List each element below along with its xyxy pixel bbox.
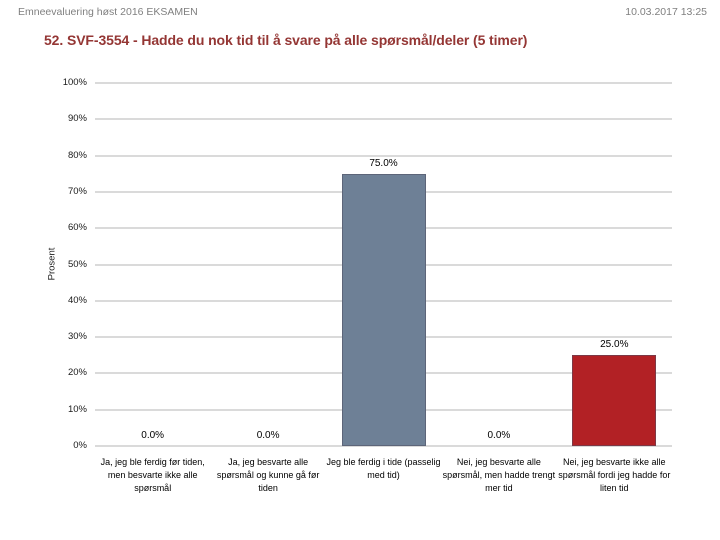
y-tick-label: 60% [67, 222, 87, 234]
bar-value-label: 0.0% [256, 430, 280, 441]
gridline [95, 82, 672, 84]
report-name: Emneevaluering høst 2016 EKSAMEN [18, 6, 198, 18]
gridline [95, 118, 672, 121]
report-datetime: 10.03.2017 13:25 [625, 6, 707, 18]
y-tick-label: 10% [67, 403, 87, 415]
bar-value-label: 25.0% [600, 339, 629, 351]
category-label: Nei, jeg besvarte alle spørsmål, men had… [442, 457, 556, 493]
plot-area: 0% 10% 20% 30% 40% 50% 60% 70% 80% 90% 100% 0.0% Ja,… [63, 77, 672, 493]
y-tick-label: 0% [73, 440, 87, 451]
y-tick-label: 50% [67, 258, 87, 270]
category-label: Ja, jeg ble ferdig før tiden, men besvar… [100, 457, 205, 493]
gridline [95, 154, 672, 157]
category-label: Nei, jeg besvarte ikke alle spørsmål for… [558, 457, 671, 493]
bar-value-label: 0.0% [141, 430, 165, 441]
y-tick-label: 80% [67, 149, 87, 161]
y-tick-label: 100% [62, 77, 87, 88]
gridline [95, 445, 672, 447]
y-tick-label: 20% [67, 367, 87, 379]
y-tick-label: 40% [67, 294, 87, 306]
y-tick-label: 70% [67, 185, 87, 197]
y-tick-label: 90% [67, 113, 87, 125]
chart-title: 52. SVF-3554 - Hadde du nok tid til å sv… [44, 32, 528, 48]
bar [572, 355, 657, 446]
bar [341, 173, 426, 446]
category-label: Ja, jeg besvarte alle spørsmål og kunne … [216, 457, 320, 493]
y-tick-label: 30% [67, 331, 87, 343]
bar-value-label: 75.0% [369, 157, 398, 169]
bar-value-label: 0.0% [487, 430, 511, 441]
category-label: Jeg ble ferdig i tide (passelig med tid) [326, 457, 441, 480]
